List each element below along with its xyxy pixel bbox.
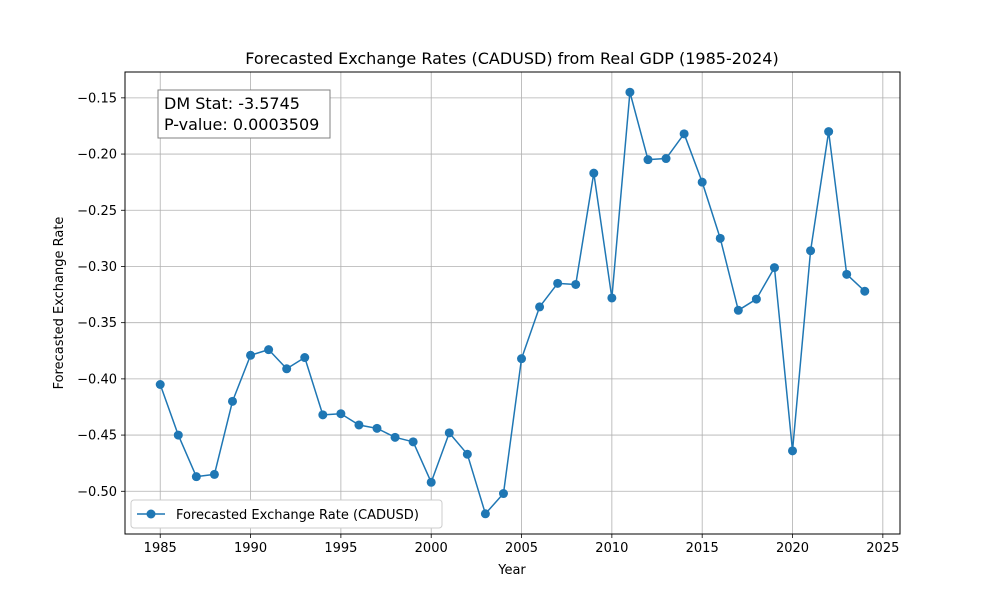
data-point xyxy=(661,154,671,164)
annotation-box: DM Stat: -3.5745 P-value: 0.0003509 xyxy=(157,89,331,139)
data-point xyxy=(408,437,418,447)
data-point xyxy=(806,246,816,256)
x-tick-label: 2015 xyxy=(686,541,719,556)
data-point xyxy=(444,428,454,438)
data-point xyxy=(462,449,472,459)
legend-label: Forecasted Exchange Rate (CADUSD) xyxy=(176,508,419,523)
x-axis-label: Year xyxy=(497,563,526,578)
data-point xyxy=(209,469,219,479)
x-tick-label: 2010 xyxy=(595,541,628,556)
y-axis-label: Forecasted Exchange Rate xyxy=(52,217,67,390)
data-point xyxy=(246,350,256,360)
data-point xyxy=(191,472,201,482)
data-point xyxy=(769,263,779,273)
annotation-dm-stat: DM Stat: -3.5745 xyxy=(164,94,300,113)
data-point xyxy=(300,353,310,363)
x-tick-label: 1995 xyxy=(324,541,357,556)
x-tick-label: 2020 xyxy=(776,541,809,556)
x-axis-ticks: 1985 1990 1995 2000 2005 2010 2015 2020 2025 xyxy=(144,534,899,556)
y-tick-label: −0.35 xyxy=(77,316,117,331)
data-point xyxy=(390,432,400,442)
data-point xyxy=(553,278,563,288)
data-point xyxy=(643,155,653,165)
plot-frame xyxy=(124,71,901,535)
legend-marker-swatch xyxy=(146,509,156,519)
annotation-p-value: P-value: 0.0003509 xyxy=(164,115,319,134)
data-point xyxy=(842,269,852,279)
data-point xyxy=(751,294,761,304)
grid xyxy=(125,72,900,534)
data-point xyxy=(517,354,527,364)
data-point xyxy=(264,345,274,355)
legend-frame xyxy=(130,499,443,529)
x-tick-label: 2000 xyxy=(415,541,448,556)
x-tick-label: 2005 xyxy=(505,541,538,556)
legend: Forecasted Exchange Rate (CADUSD) xyxy=(130,499,443,529)
data-point xyxy=(354,420,364,430)
data-point xyxy=(715,233,725,243)
data-point xyxy=(282,364,292,374)
y-tick-label: −0.15 xyxy=(77,91,117,106)
y-tick-label: −0.20 xyxy=(77,148,117,163)
data-point xyxy=(173,430,183,440)
x-tick-label: 1990 xyxy=(234,541,267,556)
data-point xyxy=(733,305,743,315)
data-point xyxy=(697,177,707,187)
data-point xyxy=(571,279,581,289)
data-point xyxy=(788,446,798,456)
data-point xyxy=(607,293,617,303)
data-point xyxy=(625,87,635,97)
data-point xyxy=(372,423,382,433)
series-line xyxy=(159,91,866,515)
series-layer xyxy=(155,87,870,519)
y-tick-label: −0.30 xyxy=(77,260,117,275)
chart-title: Forecasted Exchange Rates (CADUSD) from … xyxy=(245,49,778,68)
data-point xyxy=(426,477,436,487)
data-point xyxy=(824,127,834,137)
y-axis-ticks: −0.15 −0.20 −0.25 −0.30 −0.35 −0.40 −0.45 −0.50 xyxy=(77,91,125,500)
x-tick-label: 1985 xyxy=(144,541,177,556)
data-point xyxy=(679,129,689,139)
data-point xyxy=(589,168,599,178)
data-point xyxy=(318,410,328,420)
y-tick-label: −0.50 xyxy=(77,485,117,500)
y-tick-label: −0.25 xyxy=(77,204,117,219)
data-point xyxy=(227,396,237,406)
y-tick-label: −0.45 xyxy=(77,429,117,444)
data-point xyxy=(498,489,508,499)
data-point xyxy=(480,509,490,519)
y-tick-label: −0.40 xyxy=(77,372,117,387)
data-point xyxy=(535,302,545,312)
data-point xyxy=(860,286,870,296)
x-tick-label: 2025 xyxy=(866,541,899,556)
data-point xyxy=(336,409,346,419)
data-point xyxy=(155,380,165,389)
